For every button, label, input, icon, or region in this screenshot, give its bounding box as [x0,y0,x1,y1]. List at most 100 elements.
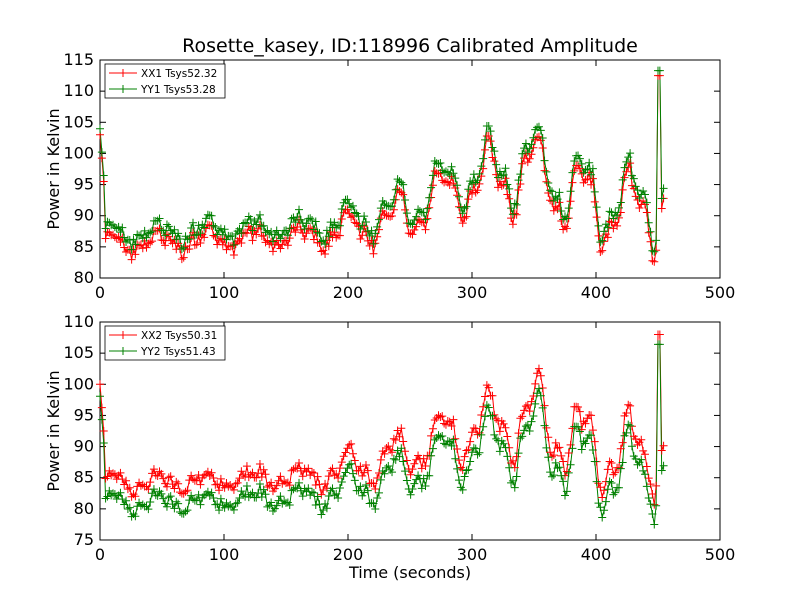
data-point-yy [309,488,318,497]
data-point-yy [423,204,432,213]
data-point-yy [272,501,281,510]
data-point-xx [657,446,666,455]
data-point-yy [614,483,623,492]
data-point-yy [421,215,430,224]
y-tick-label: 90 [74,206,94,225]
data-point-yy [555,188,564,197]
data-point-xx [335,464,344,473]
data-point-yy [321,240,330,249]
data-point-yy [278,230,287,239]
data-point-yy [175,234,184,243]
data-point-yy [259,485,268,494]
data-point-xx [395,187,404,196]
data-point-yy [250,216,259,225]
data-point-yy [350,208,359,217]
data-point-xx [101,474,110,483]
data-point-yy [568,168,577,177]
data-point-yy [136,231,145,240]
data-point-xx [371,239,380,248]
data-point-yy [427,183,436,192]
data-point-yy [96,392,104,401]
data-point-xx [523,400,532,409]
data-point-xx [200,233,209,242]
data-point-yy [551,458,560,467]
data-point-yy [322,226,331,235]
data-point-yy [635,194,644,203]
data-point-yy [242,481,251,490]
data-point-xx [248,468,257,477]
data-point-xx [148,237,157,246]
data-point-yy [456,203,465,212]
data-point-xx [466,437,475,446]
data-point-xx [644,474,653,483]
data-point-xx [319,246,328,255]
data-point-yy [655,66,664,75]
data-point-xx [345,209,354,218]
data-point-xx [600,486,609,495]
data-point-yy [577,159,586,168]
data-point-yy [194,221,203,230]
bottom-panel: 0 100 200 300 400 500 75 80 85 90 95 100 105 110 Powe… [44,312,735,582]
data-point-xx [200,471,209,480]
data-point-xx [412,455,421,464]
data-point-yy [462,466,471,475]
data-point-yy [373,222,382,231]
data-point-xx [499,419,508,428]
data-point-xx [490,410,499,419]
data-point-yy [246,215,255,224]
data-point-yy [110,490,119,499]
data-point-xx [229,251,238,260]
data-point-yy [339,472,348,481]
data-point-xx [348,449,357,458]
top-ticks: 0 100 200 300 400 500 80 85 90 95 100 105 110 115 [63,50,735,302]
data-point-yy [164,493,173,502]
data-point-yy [118,223,127,232]
data-point-yy [618,175,627,184]
data-point-xx [525,407,534,416]
data-point-xx [462,212,471,221]
data-point-xx [611,218,620,227]
data-point-yy [521,139,530,148]
data-point-xx [216,474,225,483]
data-point-xx [133,482,142,491]
data-point-yy [402,476,411,485]
data-point-xx [263,236,272,245]
data-point-xx [220,483,229,492]
data-point-yy [557,471,566,480]
data-point-xx [637,435,646,444]
y-tick-label: 85 [74,468,94,487]
data-point-yy [468,179,476,188]
x-tick-label: 500 [705,283,736,302]
data-point-yy [514,176,523,185]
data-point-yy [627,442,636,451]
legend-label-xx1: XX1 Tsys52.32 [141,68,217,80]
data-point-yy [324,232,333,241]
data-point-yy [125,235,134,244]
data-point-xx [551,438,560,447]
data-point-xx [226,242,235,251]
data-point-xx [309,468,318,477]
data-point-yy [125,503,134,512]
data-point-xx [153,471,162,480]
data-point-xx [177,255,186,264]
x-tick-label: 200 [333,283,364,302]
data-point-xx [570,166,579,175]
data-point-xx [640,450,649,459]
data-point-yy [203,487,212,496]
data-point-yy [436,432,445,441]
data-point-xx [259,465,268,474]
data-point-yy [348,201,357,210]
data-point-yy [516,170,525,179]
data-point-yy [159,494,168,503]
data-point-xx [441,177,450,186]
data-point-xx [112,234,121,243]
data-point-yy [408,220,417,229]
data-point-yy [341,468,350,477]
data-point-xx [516,414,525,423]
data-point-xx [536,371,545,380]
data-point-xx [594,231,603,240]
data-point-yy [592,477,601,486]
data-point-yy [499,170,508,179]
data-point-yy [659,184,668,193]
data-point-yy [611,488,620,497]
